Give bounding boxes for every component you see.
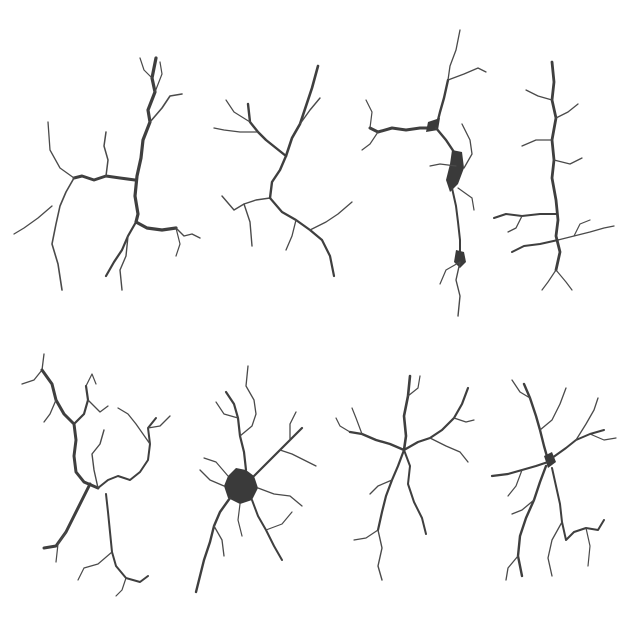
crack-1 xyxy=(13,56,201,291)
crack-8 xyxy=(490,379,617,581)
crack-3 xyxy=(361,29,487,317)
crack-5 xyxy=(21,353,171,597)
crack-2 xyxy=(213,64,353,278)
crack-4 xyxy=(493,60,615,291)
crack-6 xyxy=(194,365,317,594)
crack-7 xyxy=(335,374,475,581)
crack-illustration-canvas xyxy=(13,29,617,597)
